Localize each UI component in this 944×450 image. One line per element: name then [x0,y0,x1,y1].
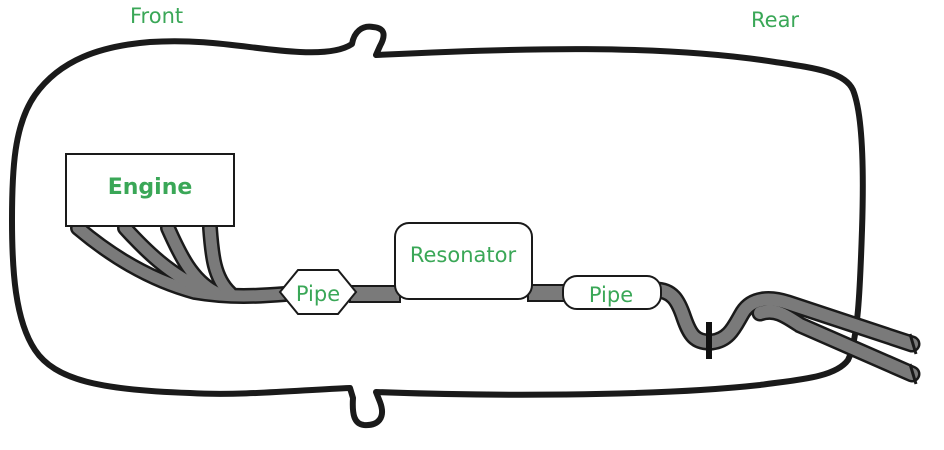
exhaust-manifold [70,220,293,304]
engine-label: Engine [108,175,193,200]
pipe-hanger-clamp [706,322,712,359]
tail-pipe [646,281,921,385]
connecting-pipes [349,284,569,303]
car-body-outline [9,23,866,429]
resonator-label: Resonator [410,243,517,267]
pipe-label-2: Pipe [589,283,633,307]
resonator-box [394,222,533,300]
pipe-box-2 [562,275,662,310]
pipe-label-1: Pipe [296,282,340,306]
front-label: Front [130,4,183,28]
engine-box [65,153,235,227]
pipe-hexagon-1 [278,269,358,315]
rear-label: Rear [751,8,799,32]
